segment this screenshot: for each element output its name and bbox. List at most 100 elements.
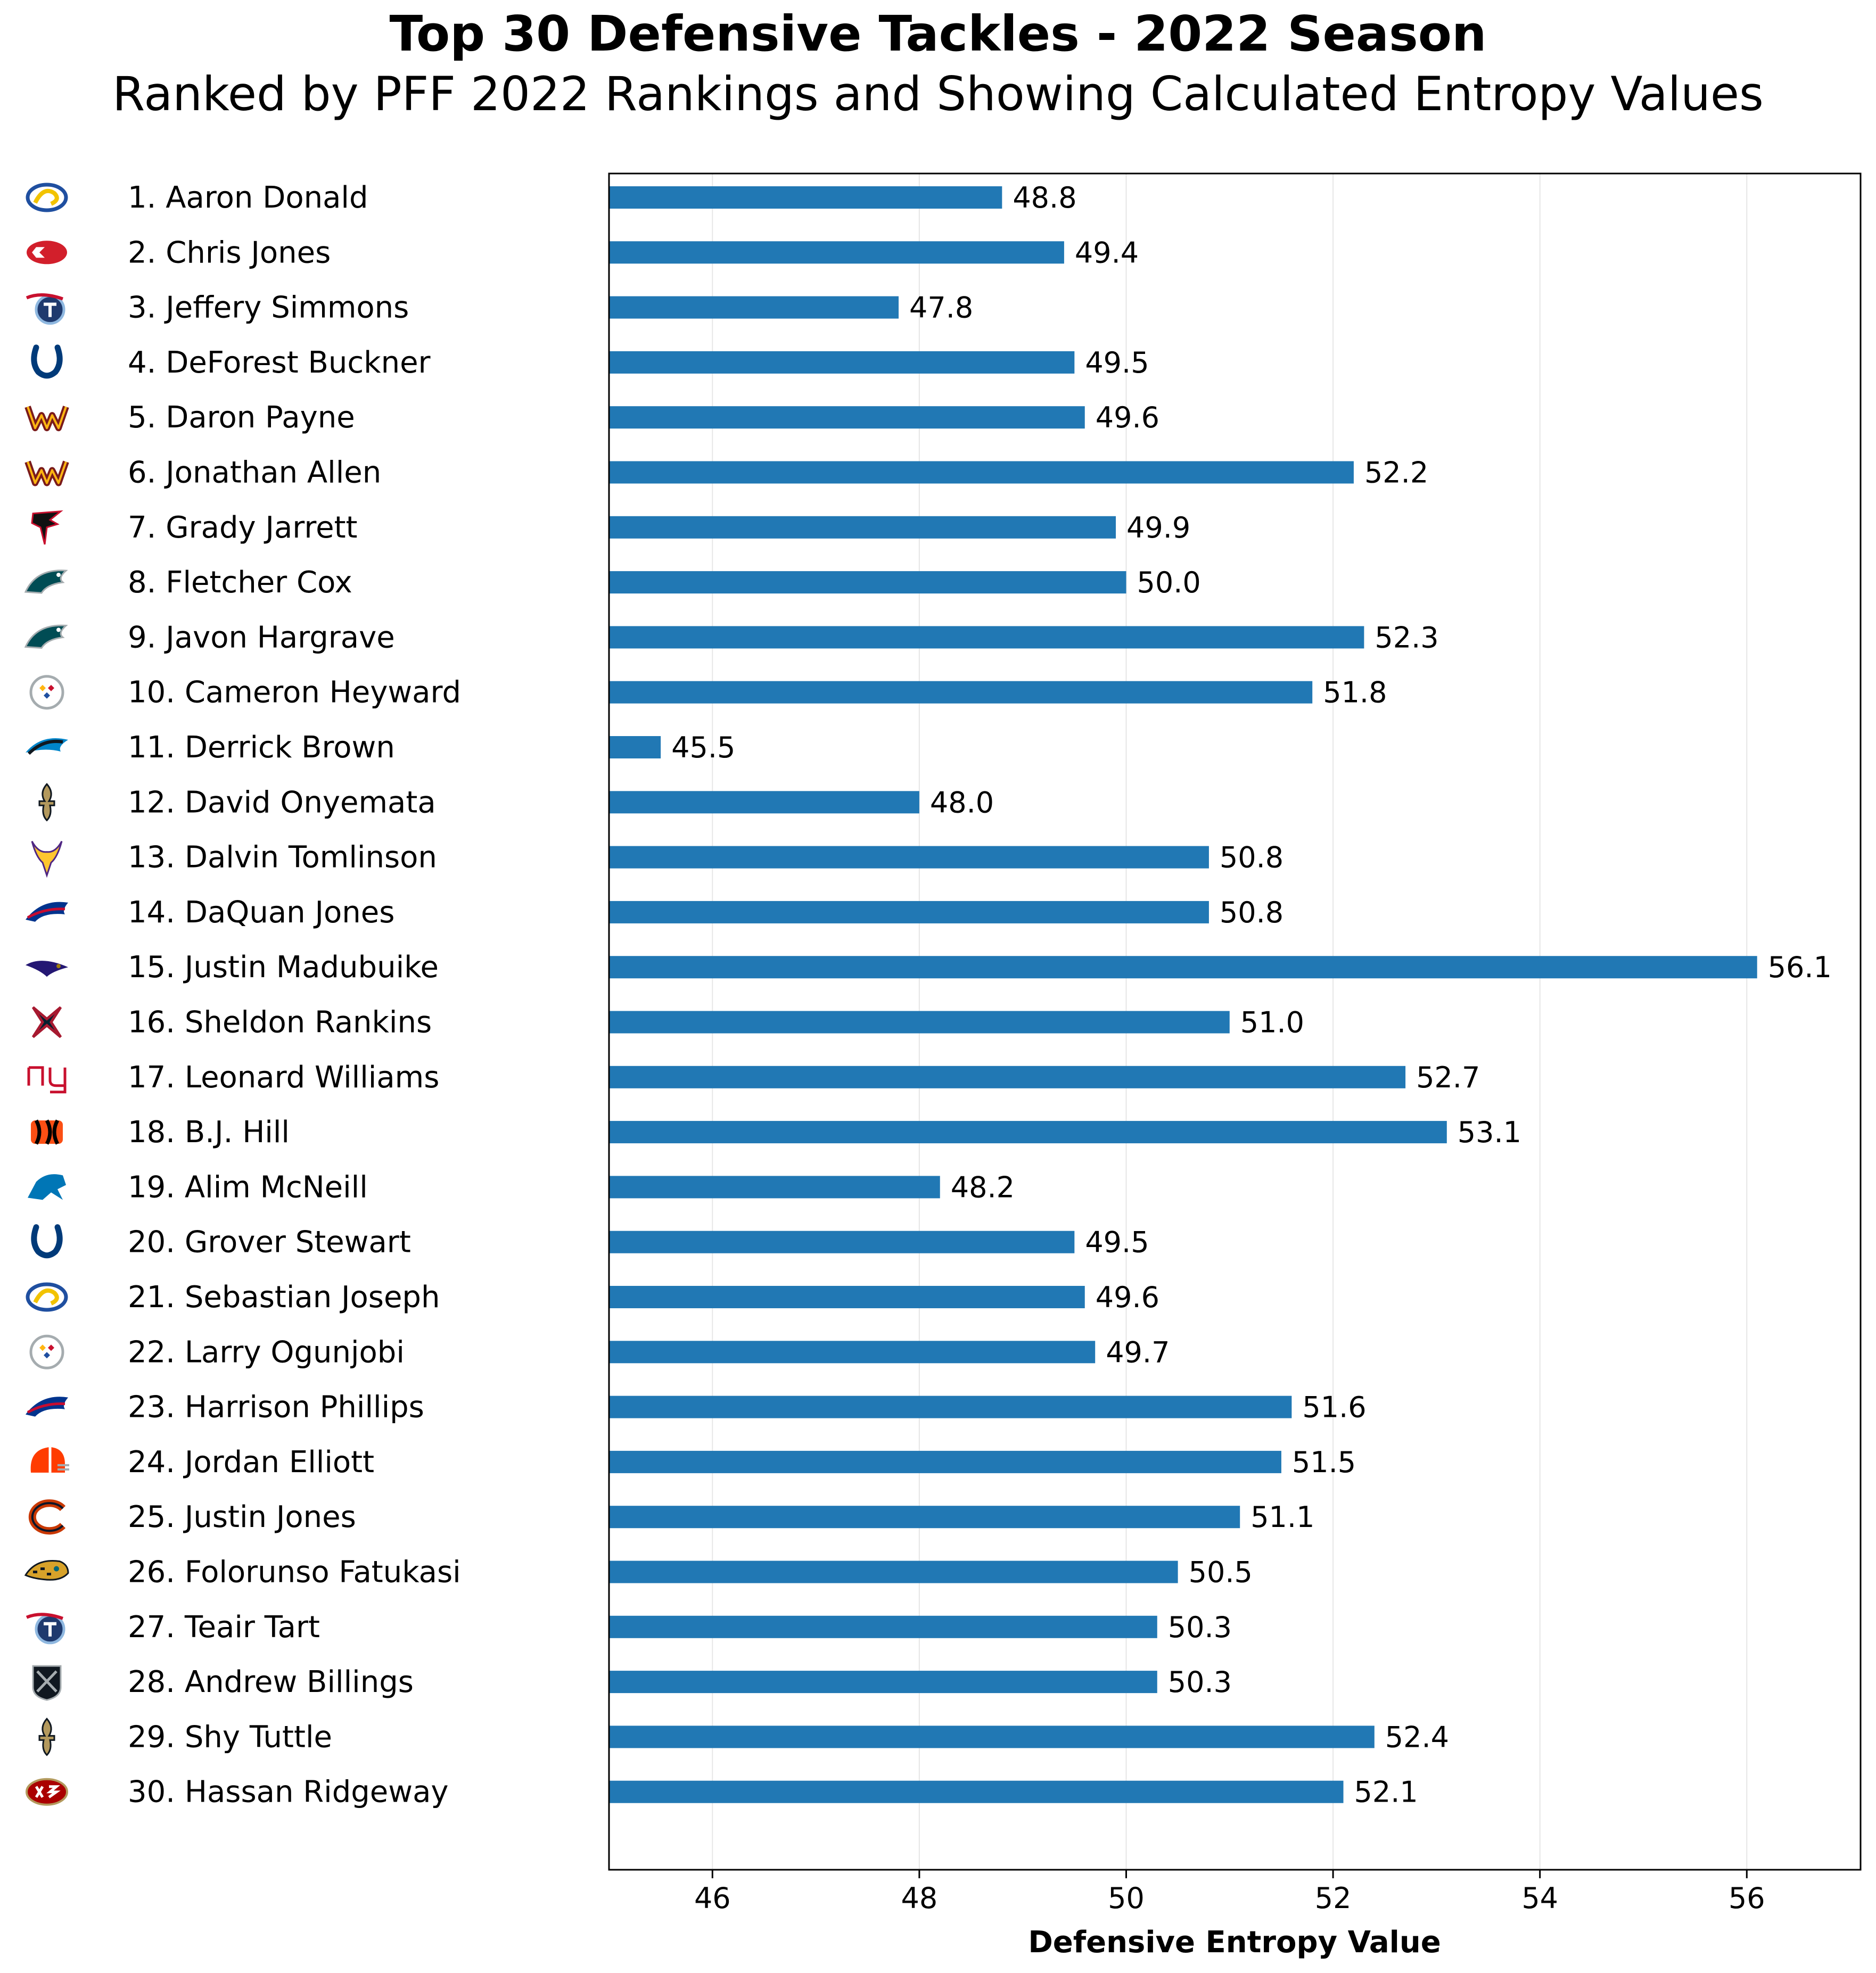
commanders-logo-icon — [24, 460, 69, 486]
value-label: 53.1 — [1458, 1116, 1521, 1149]
category-label: 9. Javon Hargrave — [128, 620, 395, 655]
bar — [609, 241, 1064, 264]
value-label: 47.8 — [909, 291, 973, 325]
colts-logo-icon — [31, 344, 63, 379]
bills-logo-icon — [26, 902, 68, 922]
category-label: 30. Hassan Ridgeway — [128, 1775, 449, 1810]
vikings-logo-icon — [31, 840, 63, 878]
value-label: 45.5 — [671, 731, 735, 764]
value-label: 50.3 — [1168, 1611, 1232, 1644]
bar — [609, 736, 661, 758]
category-label: 11. Derrick Brown — [128, 730, 395, 765]
rams-logo-icon — [26, 1282, 68, 1312]
x-axis-label: Defensive Entropy Value — [1028, 1925, 1441, 1960]
bar — [609, 461, 1354, 484]
bar — [609, 1011, 1230, 1034]
x-tick-label: 50 — [1108, 1881, 1145, 1915]
category-label: 1. Aaron Donald — [128, 180, 368, 215]
team-logos — [24, 183, 69, 1806]
49ers-logo-icon — [26, 1778, 68, 1806]
commanders-logo-icon — [24, 406, 69, 432]
category-label: 6. Jonathan Allen — [128, 456, 381, 490]
category-label: 7. Grady Jarrett — [128, 510, 357, 545]
bar — [609, 791, 919, 814]
category-label: 23. Harrison Phillips — [128, 1390, 424, 1425]
bills-logo-icon — [26, 1397, 68, 1417]
titans-logo-icon — [26, 1613, 65, 1645]
bar — [609, 1450, 1281, 1473]
category-label: 24. Jordan Elliott — [128, 1445, 374, 1480]
x-tick-label: 54 — [1521, 1881, 1558, 1915]
bar — [609, 1506, 1240, 1529]
chiefs-logo-icon — [27, 241, 67, 265]
bar — [609, 1726, 1375, 1748]
bengals-logo-icon — [31, 1119, 63, 1145]
value-label: 51.6 — [1302, 1391, 1366, 1424]
value-label: 50.8 — [1220, 896, 1283, 929]
category-label: 12. David Onyemata — [128, 785, 436, 820]
lions-logo-icon — [28, 1174, 66, 1200]
eagles-logo-icon — [24, 624, 68, 649]
bars — [609, 186, 1757, 1803]
category-label: 4. DeForest Buckner — [128, 345, 431, 380]
bar — [609, 1396, 1292, 1418]
value-labels: 48.8 49.4 47.8 49.5 49.6 52.2 49.9 50.0 52.3 51.8… — [671, 181, 1832, 1809]
steelers-logo-icon — [29, 1334, 64, 1369]
category-label: 13. Dalvin Tomlinson — [128, 840, 437, 875]
bar — [609, 1780, 1344, 1803]
value-label: 50.3 — [1168, 1665, 1232, 1699]
value-label: 49.9 — [1126, 511, 1190, 544]
x-axis-ticks: 46 48 50 52 54 56 — [694, 1870, 1765, 1915]
bar — [609, 956, 1757, 979]
bar — [609, 406, 1085, 429]
category-label: 14. DaQuan Jones — [128, 895, 394, 930]
x-tick-label: 52 — [1315, 1881, 1352, 1915]
category-label: 21. Sebastian Joseph — [128, 1280, 440, 1315]
saints-logo-icon — [38, 783, 55, 822]
bar — [609, 571, 1126, 594]
bar — [609, 1066, 1406, 1088]
plot-frame — [608, 172, 1862, 1871]
chart-subtitle: Ranked by PFF 2022 Rankings and Showing … — [112, 67, 1764, 121]
category-label: 28. Andrew Billings — [128, 1665, 414, 1699]
value-label: 51.1 — [1250, 1500, 1314, 1534]
category-label: 20. Grover Stewart — [128, 1225, 411, 1260]
category-label: 22. Larry Ogunjobi — [128, 1335, 405, 1369]
value-label: 50.0 — [1137, 566, 1200, 599]
bar — [609, 1561, 1178, 1583]
eagles-logo-icon — [24, 569, 68, 594]
value-label: 49.5 — [1085, 1226, 1149, 1259]
bar — [609, 1286, 1085, 1308]
value-label: 51.0 — [1240, 1006, 1304, 1039]
category-label: 5. Daron Payne — [128, 400, 355, 435]
saints-logo-icon — [38, 1718, 55, 1756]
bar — [609, 626, 1364, 649]
bar — [609, 516, 1116, 539]
value-label: 48.0 — [930, 786, 994, 819]
texans-logo-icon — [31, 1006, 62, 1038]
value-label: 52.3 — [1375, 621, 1438, 654]
rams-logo-icon — [26, 183, 68, 212]
value-label: 49.6 — [1096, 401, 1159, 434]
value-label: 52.7 — [1416, 1061, 1480, 1094]
panthers-logo-icon — [26, 738, 68, 755]
bar — [609, 681, 1313, 704]
chart-title: Top 30 Defensive Tackles - 2022 Season — [390, 5, 1487, 62]
category-labels: 1. Aaron Donald 2. Chris Jones 3. Jeffery … — [128, 180, 461, 1810]
ravens-logo-icon — [26, 961, 68, 977]
value-label: 52.1 — [1354, 1776, 1418, 1809]
bears-logo-icon — [28, 1499, 66, 1535]
bar — [609, 186, 1002, 209]
bar — [609, 1615, 1157, 1638]
value-label: 49.7 — [1106, 1335, 1170, 1369]
value-label: 51.8 — [1323, 676, 1387, 709]
category-label: 2. Chris Jones — [128, 235, 331, 270]
category-label: 27. Teair Tart — [128, 1610, 320, 1645]
bar — [609, 1671, 1157, 1694]
bar — [609, 1176, 940, 1199]
steelers-logo-icon — [29, 675, 64, 710]
bar — [609, 1231, 1075, 1253]
x-tick-label: 48 — [901, 1881, 938, 1915]
category-label: 29. Shy Tuttle — [128, 1720, 332, 1754]
